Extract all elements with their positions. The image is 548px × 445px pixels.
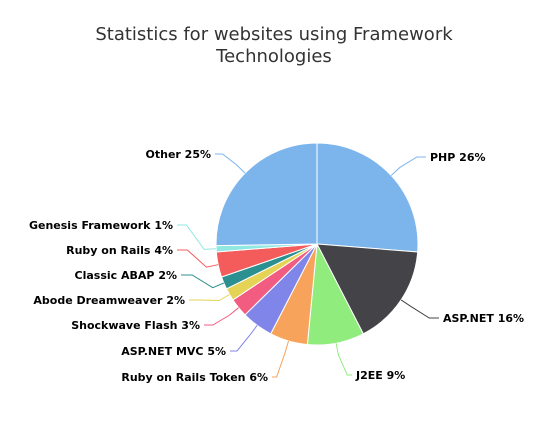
- chart-title-line-1: Statistics for websites using Framework: [95, 24, 453, 45]
- pie-slices: [215, 142, 419, 346]
- slice-label-asp-net: ASP.NET 16%: [443, 312, 524, 325]
- chart-title-line-2: Technologies: [215, 46, 332, 67]
- slice-label-classic-abap: Classic ABAP 2%: [75, 269, 177, 282]
- slice-label-shockwave-flash: Shockwave Flash 3%: [71, 319, 200, 332]
- label-connectors: [177, 153, 439, 378]
- connector-ruby-on-rails: [177, 249, 219, 268]
- slice-label-php: PHP 26%: [430, 151, 486, 164]
- connector-abode-dreamweaver: [189, 294, 230, 302]
- slice-label-abode-dreamweaver: Abode Dreamweaver 2%: [33, 294, 185, 307]
- connector-shockwave-flash: [204, 307, 239, 326]
- pie-slice-asp-net[interactable]: [316, 243, 419, 335]
- slice-label-genesis-framework: Genesis Framework 1%: [29, 219, 173, 232]
- connector-other: [215, 153, 246, 174]
- slice-label-asp-net-mvc: ASP.NET MVC 5%: [121, 345, 226, 358]
- connector-php: [390, 156, 426, 176]
- connector-classic-abap: [181, 274, 225, 289]
- slice-label-other: Other 25%: [146, 148, 211, 161]
- connector-j2ee: [335, 343, 352, 376]
- slice-label-j2ee: J2EE 9%: [355, 369, 405, 382]
- connector-genesis-framework: [177, 224, 217, 250]
- slice-label-ruby-on-rails: Ruby on Rails 4%: [66, 244, 173, 257]
- pie-slice-php[interactable]: [316, 142, 419, 253]
- connector-asp-net: [400, 299, 439, 319]
- slice-labels: PHP 26% ASP.NET 16% J2EE 9% Ruby on Rails T…: [29, 148, 524, 384]
- connector-asp-net-mvc: [230, 325, 258, 352]
- pie-slice-other[interactable]: [215, 142, 318, 247]
- connector-ruby-on-rails-token: [272, 340, 290, 378]
- slice-label-ruby-on-rails-token: Ruby on Rails Token 6%: [121, 371, 268, 384]
